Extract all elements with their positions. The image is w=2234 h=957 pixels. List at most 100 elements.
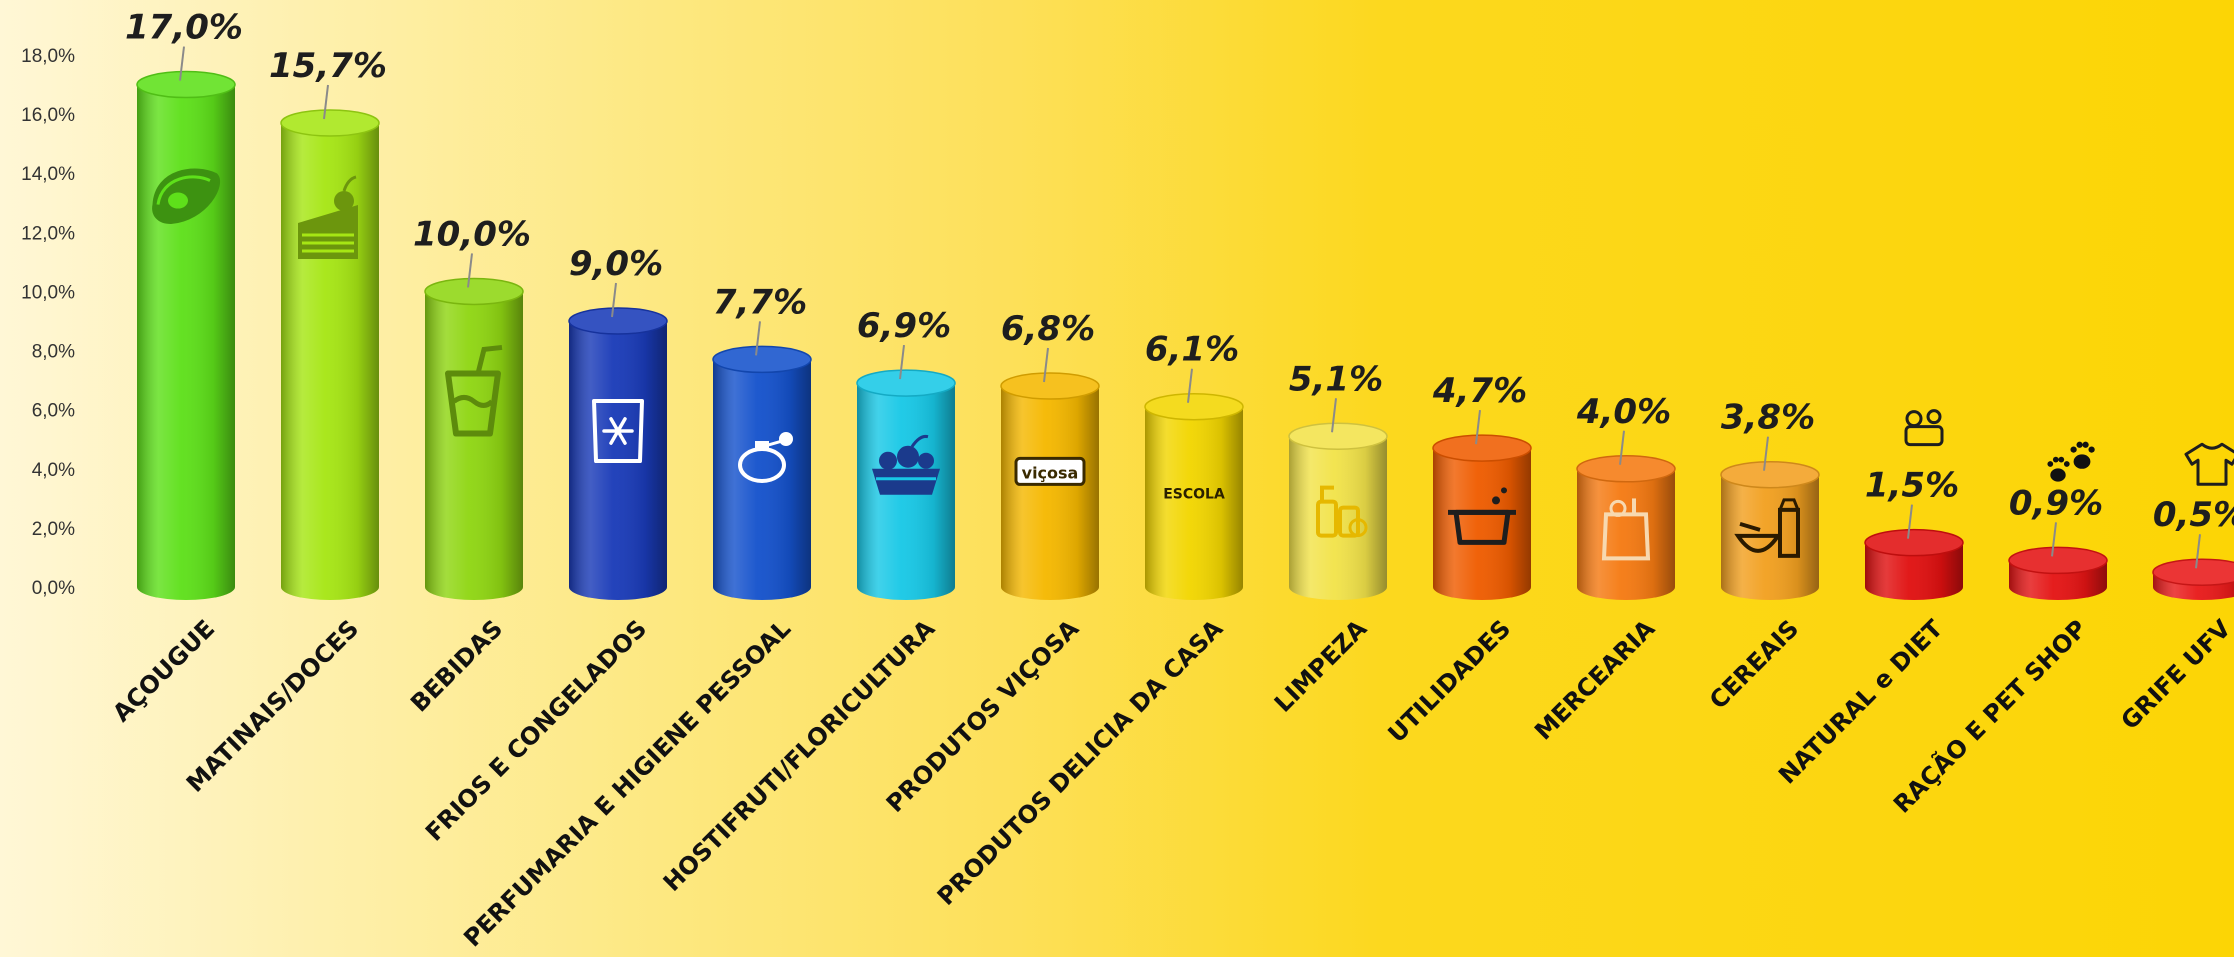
- bar: 9,0%: [568, 244, 668, 600]
- leader-line: [1043, 347, 1049, 383]
- cooking-pot-icon: [1448, 487, 1516, 545]
- bar: 0,9%: [2008, 441, 2108, 600]
- shirt-icon: [2184, 442, 2234, 486]
- y-tick-label: 18,0%: [21, 46, 75, 67]
- leader-line: [899, 344, 905, 380]
- bar-shading: [1145, 406, 1243, 600]
- value-label: 5,1%: [1289, 359, 1383, 399]
- y-tick-label: 8,0%: [32, 342, 75, 363]
- bar-shading: [425, 291, 523, 600]
- delicia-logo: ESCOLA: [1163, 486, 1225, 502]
- category-label: AÇOUGUE: [107, 614, 220, 727]
- category-label: CEREAIS: [1704, 614, 1804, 714]
- svg-text:ESCOLA: ESCOLA: [1163, 486, 1225, 502]
- bar-top: [1576, 455, 1676, 483]
- vicosa-logo: viçosa: [1014, 456, 1086, 486]
- value-label: 3,8%: [1721, 398, 1815, 438]
- value-label: 17,0%: [125, 8, 243, 48]
- bar: 6,9%: [856, 306, 956, 600]
- y-tick-label: 12,0%: [21, 223, 75, 244]
- leader-line: [467, 253, 473, 288]
- leader-line: [1907, 504, 1913, 539]
- bar: ESCOLA 6,1%: [1144, 330, 1244, 600]
- bar-top: [1432, 434, 1532, 462]
- bar-shading: [1865, 542, 1963, 600]
- scale-apple-icon: [1904, 409, 1944, 447]
- bar-top: [2008, 546, 2108, 575]
- svg-text:viçosa: viçosa: [1022, 463, 1079, 482]
- y-tick-label: 14,0%: [21, 164, 75, 185]
- y-tick-label: 4,0%: [32, 460, 75, 481]
- bar: viçosa 6,8%: [1000, 309, 1100, 600]
- bar: 5,1%: [1288, 359, 1388, 600]
- y-tick-label: 16,0%: [21, 105, 75, 126]
- value-label: 6,8%: [1001, 309, 1095, 349]
- perfume-bottle-icon: [738, 432, 793, 484]
- bar: 3,8%: [1720, 398, 1820, 600]
- bar-shading: [137, 84, 235, 601]
- y-tick-label: 6,0%: [32, 401, 75, 422]
- value-label: 7,7%: [713, 282, 807, 322]
- snowflake-pack-icon: [592, 399, 644, 463]
- cleaning-products-icon: [1316, 485, 1368, 538]
- category-label: PERFUMARIA E HIGIENE PESSOAL: [458, 614, 796, 952]
- y-tick-label: 2,0%: [32, 519, 75, 540]
- bar-top: [568, 307, 668, 335]
- bar: 15,7%: [269, 46, 387, 600]
- category-label: GRIFE UFV: [2116, 614, 2234, 735]
- value-label: 1,5%: [1865, 466, 1959, 506]
- leader-line: [611, 282, 617, 318]
- leader-line: [1187, 368, 1193, 403]
- value-label: 6,9%: [857, 306, 951, 346]
- bar-shading: [281, 122, 379, 600]
- value-label: 9,0%: [569, 244, 663, 284]
- bars-group: 17,0% 15,7% 10,0% 9,0% 7,7% 6,9% viçosa 6,8% ESC…: [125, 8, 2234, 601]
- leader-line: [179, 46, 185, 81]
- bar-top: [136, 70, 236, 99]
- y-tick-label: 10,0%: [21, 282, 75, 303]
- bar-top: [856, 369, 956, 397]
- bar-top: [1864, 528, 1964, 557]
- bar-top: [1288, 422, 1388, 451]
- leader-line: [1619, 430, 1625, 465]
- leader-line: [323, 84, 329, 120]
- bar: 17,0%: [125, 8, 243, 601]
- leader-line: [1763, 436, 1769, 471]
- drink-cup-icon: [445, 344, 503, 437]
- steak-icon: [152, 168, 221, 225]
- cereal-bowl-icon: [1734, 498, 1800, 558]
- bar: 10,0%: [413, 214, 531, 600]
- grocery-bag-icon: [1601, 498, 1651, 561]
- value-label: 0,5%: [2153, 495, 2234, 535]
- bar: 7,7%: [712, 282, 812, 600]
- category-label: PRODUTOS DELICIA DA CASA: [932, 614, 1229, 911]
- bar-top: [712, 345, 812, 374]
- bar-top: [1720, 460, 1820, 489]
- bar-top: [280, 109, 380, 137]
- bar: 4,7%: [1432, 371, 1532, 600]
- value-label: 15,7%: [269, 46, 387, 86]
- value-label: 4,7%: [1432, 371, 1527, 411]
- paw-prints-icon: [2047, 441, 2095, 482]
- value-label: 6,1%: [1145, 330, 1239, 370]
- leader-line: [2195, 534, 2201, 569]
- value-label: 10,0%: [413, 214, 531, 254]
- category-label: UTILIDADES: [1383, 614, 1517, 748]
- bar-shading: [1433, 448, 1531, 600]
- category-label: LIMPEZA: [1269, 614, 1373, 718]
- bar-top: [1000, 372, 1100, 400]
- bar-top: [1144, 392, 1244, 421]
- leader-line: [1475, 409, 1481, 445]
- bar-shading: [1577, 468, 1675, 600]
- value-label: 4,0%: [1576, 392, 1671, 432]
- category-label: MERCEARIA: [1529, 614, 1660, 745]
- bar: 0,5%: [2152, 442, 2234, 600]
- y-tick-label: 0,0%: [32, 578, 75, 599]
- bar: 1,5%: [1864, 409, 1964, 600]
- bar-shading: [1001, 386, 1099, 600]
- value-label: 0,9%: [2009, 483, 2103, 523]
- bar-top: [2152, 558, 2234, 586]
- category-label: HOSTIFRUTI/FLORICULTURA: [658, 614, 941, 897]
